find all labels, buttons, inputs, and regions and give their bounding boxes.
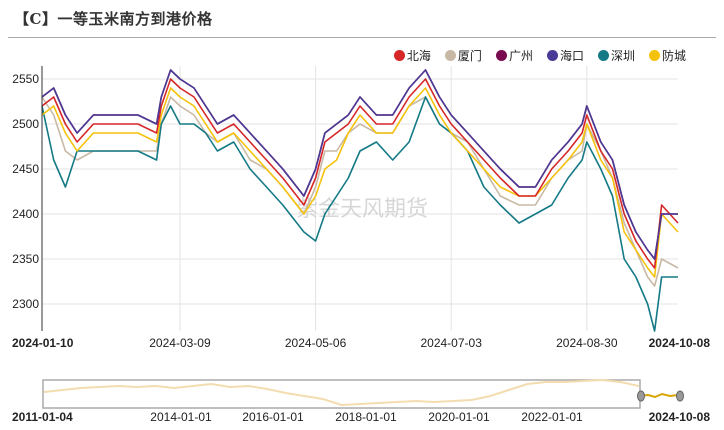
y-tick-label: 2500 (12, 117, 39, 131)
legend-item-beihai[interactable]: 北海 (393, 47, 431, 64)
title-divider (8, 37, 716, 38)
navigator-selection-line (639, 392, 679, 399)
legend: 北海 厦门 广州 海口 深圳 防城 (393, 47, 686, 64)
x-axis: 2024-01-10 2024-03-09 2024-05-06 2024-07-03… (12, 336, 710, 350)
y-tick-label: 2400 (12, 207, 39, 221)
x-tick-label: 2024-08-30 (556, 336, 618, 350)
x-tick-label: 2024-03-09 (149, 336, 211, 350)
legend-dot-icon (648, 50, 660, 61)
y-tick-label: 2450 (12, 162, 39, 176)
legend-item-guangzhou[interactable]: 广州 (495, 47, 533, 64)
y-tick-label: 2350 (12, 252, 39, 266)
navigator-tick-label: 2018-01-01 (335, 410, 397, 424)
navigator-start-label: 2011-01-04 (12, 410, 73, 424)
chart-title: 【C】一等玉米南方到港价格 (14, 10, 213, 28)
legend-item-shenzhen[interactable]: 深圳 (597, 47, 635, 64)
navigator-tick-label: 2014-01-01 (150, 410, 212, 424)
x-tick-label: 2024-05-06 (285, 336, 347, 350)
x-tick-label: 2024-01-10 (12, 336, 74, 350)
navigator-tick-label: 2022-01-01 (521, 410, 583, 424)
legend-dot-icon (444, 50, 456, 61)
legend-dot-icon (546, 50, 558, 61)
series-lines (41, 69, 679, 332)
y-tick-label: 2300 (12, 297, 39, 311)
navigator-tick-label: 2016-01-01 (242, 410, 304, 424)
navigator-right-handle[interactable] (676, 390, 684, 402)
legend-item-fangcheng[interactable]: 防城 (648, 47, 686, 64)
series-line-防城 (41, 87, 679, 278)
watermark: 紫金天风期货 (296, 197, 428, 222)
navigator-frame[interactable] (42, 379, 641, 409)
y-tick-label: 2550 (12, 72, 39, 86)
navigator-end-label: 2024-10-08 (649, 410, 711, 424)
series-line-深圳 (41, 96, 678, 332)
series-line-厦门 (41, 96, 679, 287)
grid-lines (42, 66, 678, 331)
legend-dot-icon (393, 50, 405, 61)
legend-item-xiamen[interactable]: 厦门 (444, 47, 482, 64)
series-line-海口 (41, 69, 678, 260)
navigator[interactable]: 2011-01-04 2024-10-08 2014-01-01 2016-01-01… (12, 378, 711, 424)
x-tick-label: 2024-07-03 (420, 336, 482, 350)
y-axis: 2300 2350 2400 2450 2500 2550 (12, 66, 43, 331)
legend-item-haikou[interactable]: 海口 (546, 47, 584, 64)
series-line-北海 (41, 78, 679, 269)
x-tick-label: 2024-10-08 (649, 336, 711, 350)
navigator-tick-label: 2020-01-01 (428, 410, 490, 424)
legend-dot-icon (495, 50, 507, 61)
navigator-left-handle[interactable] (637, 390, 645, 402)
legend-dot-icon (597, 50, 609, 61)
